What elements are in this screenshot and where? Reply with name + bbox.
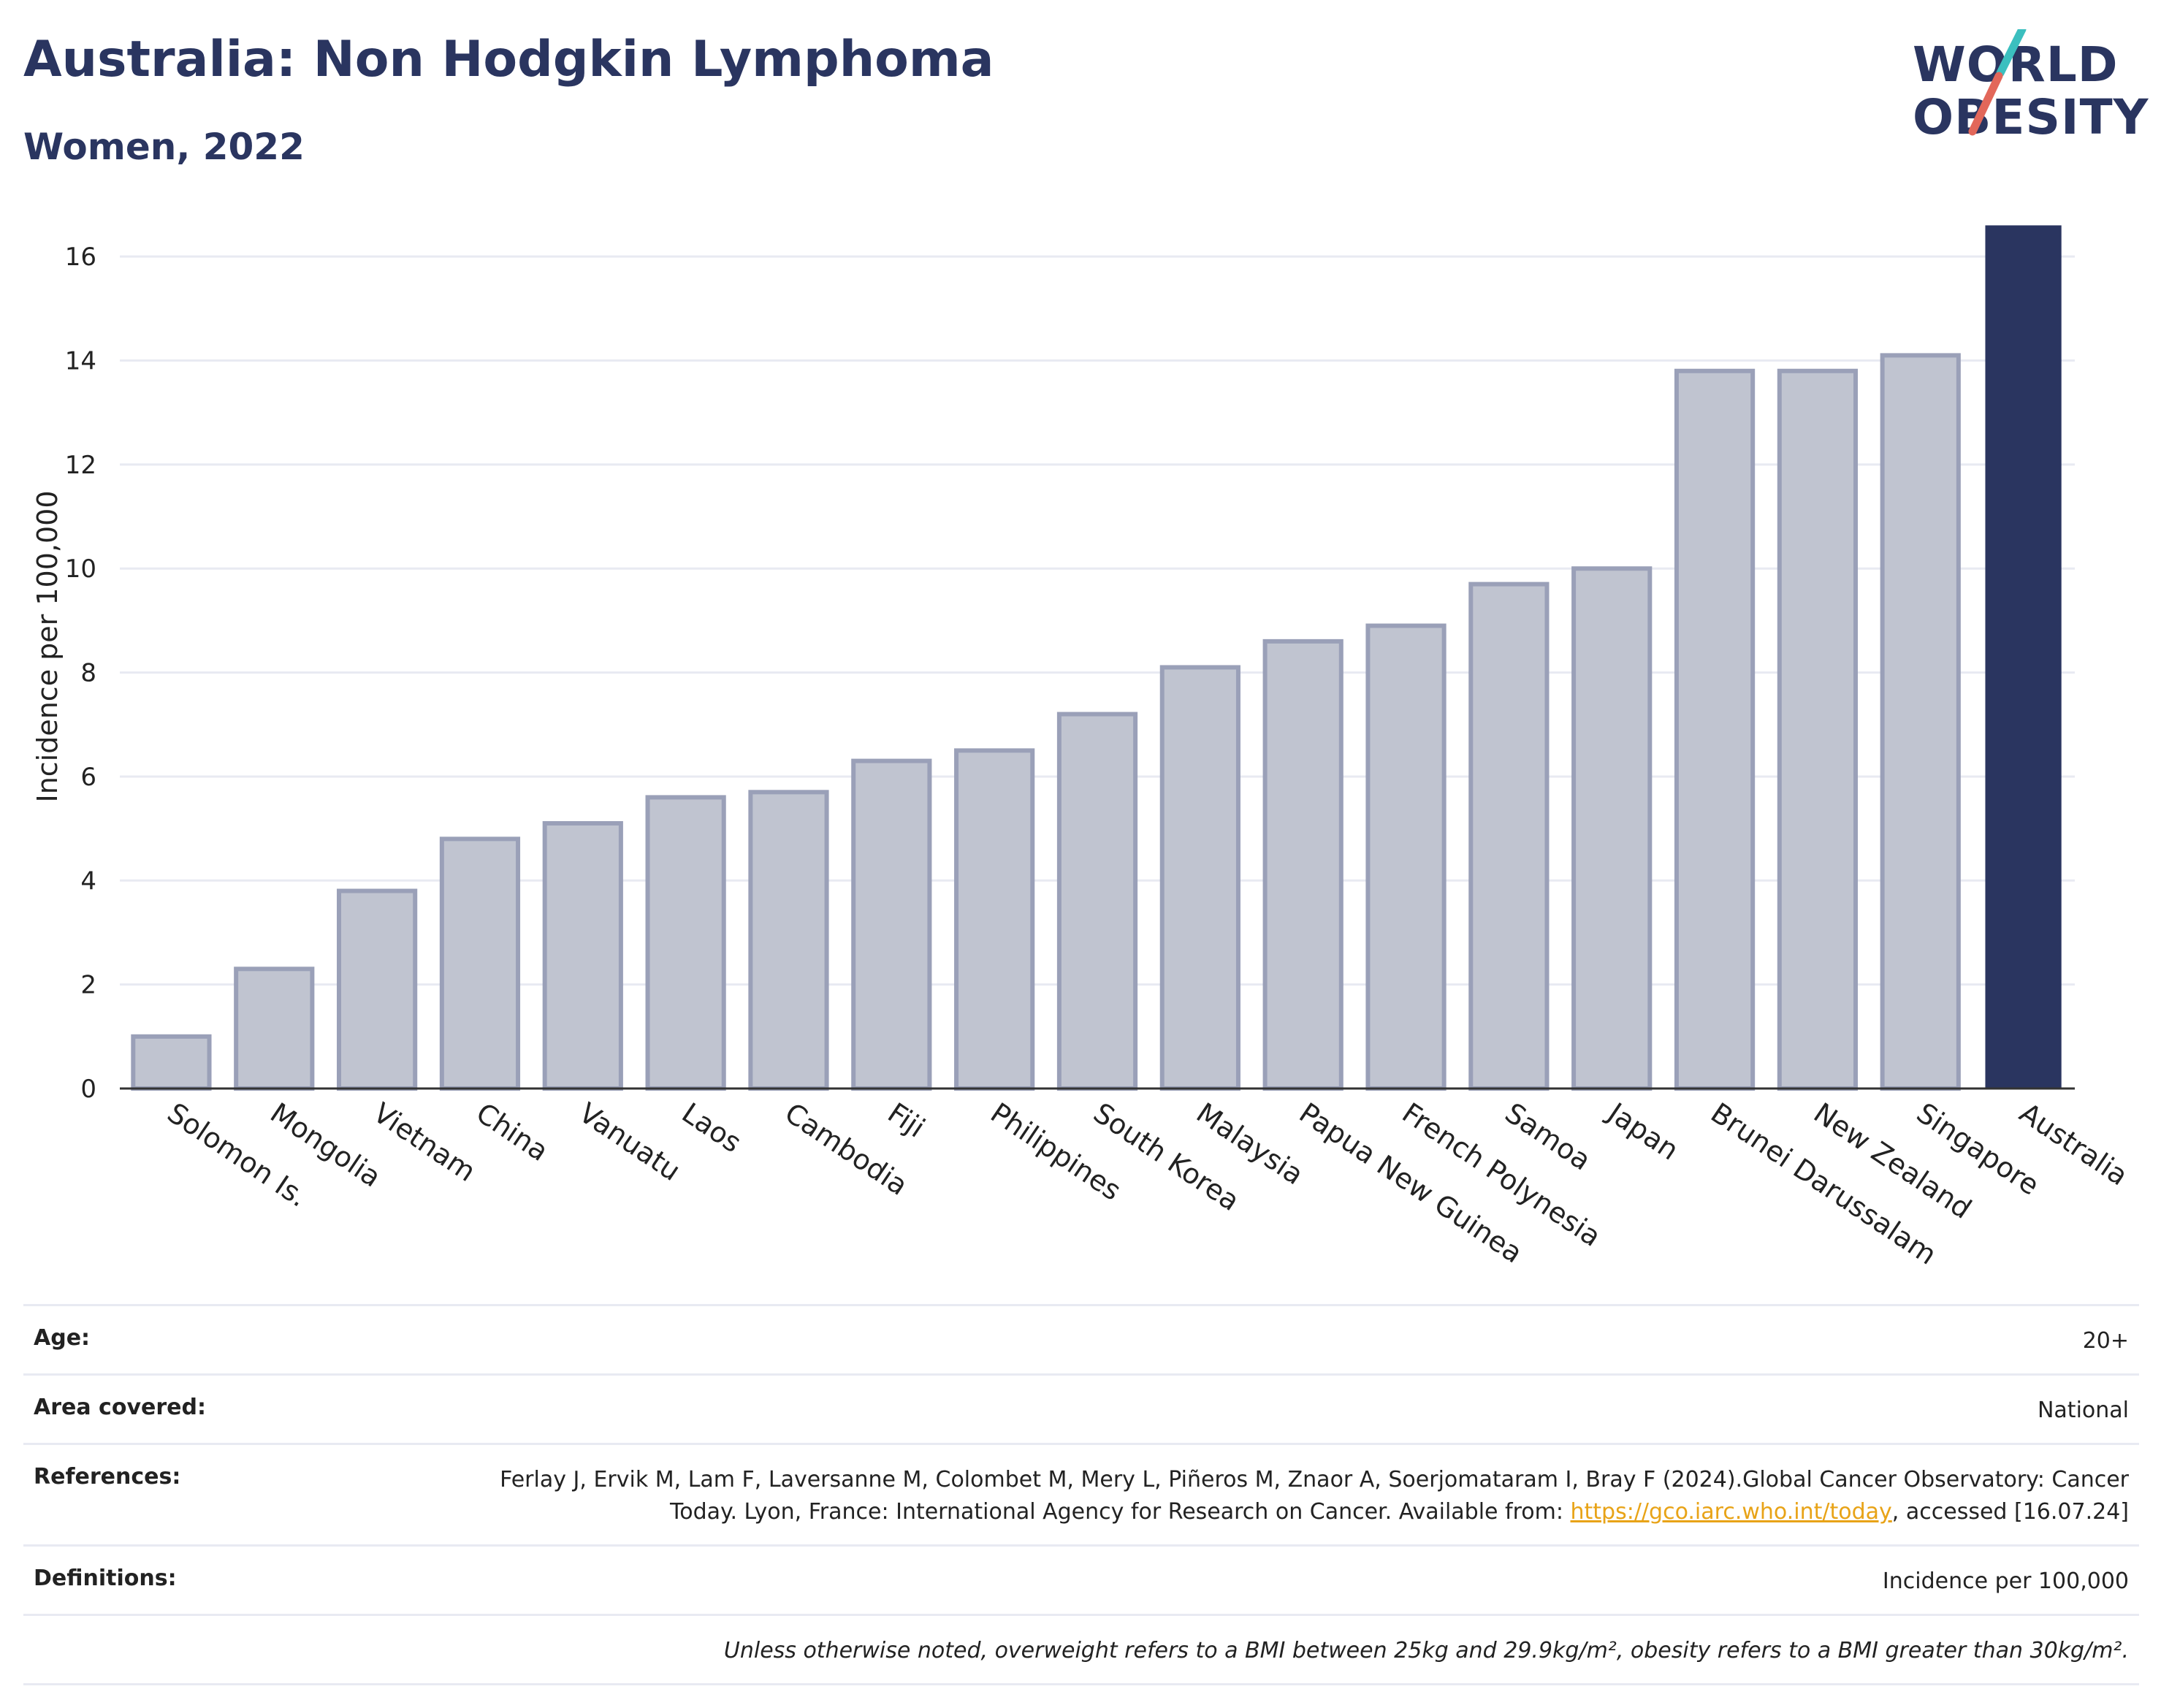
bar-brunei-darussalam: [1674, 368, 1756, 1091]
bar-singapore: [1880, 353, 1961, 1091]
bar-china: [439, 836, 521, 1091]
bar-vietnam: [336, 888, 418, 1091]
y-tick-label: 12: [65, 451, 96, 480]
meta-definitions-value: Incidence per 100,000: [1882, 1568, 2129, 1594]
meta-row-definitions: Definitions: Incidence per 100,000: [23, 1544, 2139, 1614]
y-tick-label: 16: [65, 243, 96, 272]
meta-definitions-label: Definitions:: [34, 1566, 177, 1591]
bar-solomon-is-: [131, 1034, 212, 1091]
bar-papua-new-guinea: [1262, 638, 1344, 1091]
bar-new-zealand: [1777, 368, 1859, 1091]
meta-references-value: Ferlay J, Ervik M, Lam F, Laversanne M, …: [449, 1464, 2129, 1528]
bar-cambodia: [748, 790, 829, 1091]
meta-age-label: Age:: [34, 1325, 91, 1351]
bar-philippines: [954, 748, 1035, 1091]
y-tick-label: 4: [80, 866, 96, 896]
x-tick-label: Fiji: [882, 1097, 931, 1144]
y-tick-label: 14: [65, 347, 96, 376]
y-tick-label: 8: [80, 659, 96, 688]
x-tick-label: China: [470, 1097, 554, 1167]
meta-age-value: 20+: [2082, 1328, 2129, 1354]
references-text: Ferlay J, Ervik M, Lam F, Laversanne M, …: [500, 1467, 2129, 1525]
meta-row-area: Area covered: National: [23, 1373, 2139, 1443]
y-tick-label: 2: [80, 971, 96, 1000]
meta-row-references: References: Ferlay J, Ervik M, Lam F, La…: [23, 1443, 2139, 1544]
x-tick-label: Vietnam: [367, 1097, 481, 1188]
x-tick-label: Japan: [1601, 1096, 1685, 1167]
chart-title: Australia: Non Hodgkin Lymphoma: [23, 31, 994, 88]
references-accessed: , accessed [16.07.24]: [1891, 1499, 2129, 1525]
meta-references-label: References:: [34, 1464, 181, 1490]
chart-subtitle: Women, 2022: [23, 126, 305, 168]
y-tick-label: 0: [80, 1075, 96, 1104]
meta-area-value: National: [2037, 1398, 2129, 1423]
world-obesity-logo: WORLD OBESITY: [1899, 29, 2148, 153]
bar-japan: [1571, 566, 1653, 1091]
logo-line-2: OBESITY: [1913, 89, 2149, 145]
bar-vanuatu: [542, 821, 623, 1091]
bar-south-korea: [1056, 712, 1138, 1091]
bar-samoa: [1468, 582, 1550, 1091]
references-link[interactable]: https://gco.iarc.who.int/today: [1570, 1499, 1892, 1525]
bar-french-polynesia: [1365, 623, 1447, 1091]
bar-malaysia: [1159, 665, 1240, 1091]
metadata-table: Age: 20+ Area covered: National Referenc…: [23, 1304, 2139, 1685]
y-tick-label: 6: [80, 763, 96, 792]
meta-row-age: Age: 20+: [23, 1304, 2139, 1373]
bmi-note: Unless otherwise noted, overweight refer…: [723, 1638, 2129, 1663]
x-tick-label: Vanuatu: [573, 1097, 687, 1187]
y-tick-label: 10: [65, 554, 96, 584]
bar-australia: [1985, 225, 2062, 1089]
x-tick-label: Laos: [676, 1097, 747, 1159]
logo-slash-icon: [1968, 29, 2027, 136]
meta-row-note: Unless otherwise noted, overweight refer…: [23, 1614, 2139, 1685]
bar-mongolia: [234, 967, 315, 1091]
bar-fiji: [851, 758, 932, 1091]
meta-area-label: Area covered:: [34, 1395, 206, 1420]
bar-laos: [645, 795, 726, 1091]
y-axis-label: Incidence per 100,000: [31, 490, 64, 802]
